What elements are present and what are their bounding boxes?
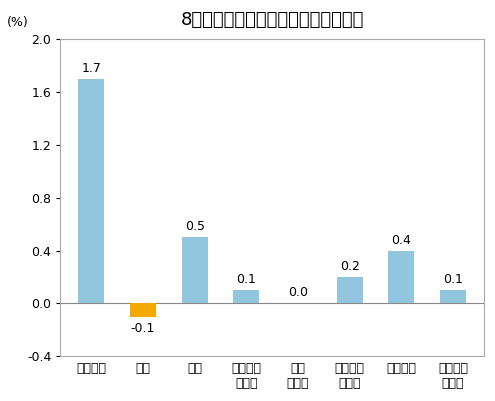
Bar xyxy=(440,290,466,304)
Bar xyxy=(337,277,362,304)
Bar xyxy=(130,304,156,317)
Text: 0.2: 0.2 xyxy=(340,260,359,273)
Text: 1.7: 1.7 xyxy=(81,62,101,75)
Text: 0.4: 0.4 xyxy=(392,234,411,247)
Text: -0.1: -0.1 xyxy=(131,322,155,335)
Text: 0.1: 0.1 xyxy=(443,273,463,286)
Title: 8月份居民消费价格分类别环比涨跌幅: 8月份居民消费价格分类别环比涨跌幅 xyxy=(181,11,364,29)
Bar xyxy=(233,290,259,304)
Bar xyxy=(389,251,414,304)
Text: 0.0: 0.0 xyxy=(288,286,308,300)
Bar xyxy=(78,79,104,304)
Y-axis label: (%): (%) xyxy=(7,16,29,30)
Bar xyxy=(182,237,207,304)
Text: 0.1: 0.1 xyxy=(236,273,256,286)
Text: 0.5: 0.5 xyxy=(185,221,204,233)
